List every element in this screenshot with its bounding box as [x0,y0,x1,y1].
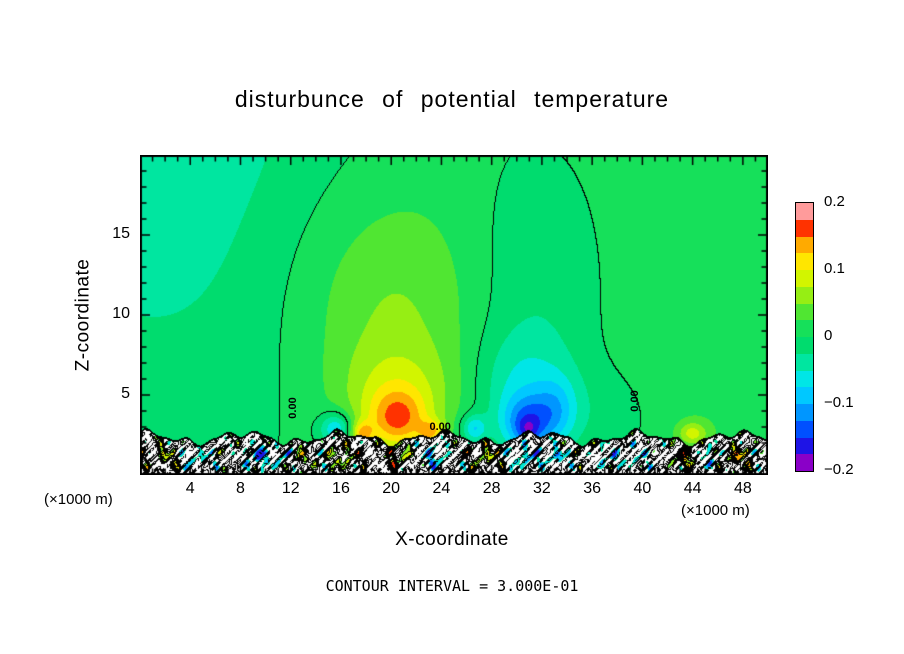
y-tick-label: 15 [112,225,130,242]
contour-plot-canvas [140,155,768,475]
zero-contour-label: 0.00 [287,397,300,419]
colorbar-band [796,219,813,237]
chart-title: disturbunce of potential temperature [234,86,670,112]
x-tick-label: 36 [583,480,602,497]
colorbar [795,202,814,472]
colorbar-band [796,387,813,404]
y-axis-label: Z-coordinate [72,258,94,372]
colorbar-band [796,454,813,471]
contour-interval-note: CONTOUR INTERVAL = 3.000E-01 [325,577,579,595]
colorbar-band [796,420,813,438]
colorbar-band [796,286,813,304]
x-tick-label: 48 [733,480,752,497]
colorbar-tick-label: −0.1 [824,394,854,411]
colorbar-tick-label: 0 [824,327,833,344]
colorbar-tick-label: 0.2 [824,193,845,210]
x-tick-label: 24 [432,480,451,497]
colorbar-band [796,337,813,354]
x-tick-label: 4 [185,480,195,497]
x-tick-label: 28 [482,480,501,497]
x-tick-label: 8 [236,480,245,497]
y-tick-label: 10 [112,305,130,322]
x-unit-label: (×1000 m) [681,502,750,519]
x-tick-label: 32 [533,480,551,497]
y-tick-label: 5 [121,385,130,402]
zero-contour-label: 0.00 [628,390,641,413]
colorbar-band [796,370,813,388]
y-unit-label: (×1000 m) [44,491,113,508]
x-axis-label: X-coordinate [395,529,509,550]
colorbar-band [796,236,813,254]
colorbar-tick-label: 0.1 [824,260,845,277]
colorbar-band [796,404,813,421]
x-tick-label: 44 [683,480,702,497]
colorbar-band [796,437,813,455]
colorbar-tick-label: −0.2 [824,461,854,478]
colorbar-band [796,353,813,371]
zero-contour-label: 0.00 [429,421,451,433]
x-tick-label: 16 [332,480,350,497]
colorbar-band [796,303,813,321]
colorbar-band [796,253,813,270]
x-tick-label: 20 [382,480,401,497]
colorbar-band [796,203,813,220]
colorbar-band [796,270,813,287]
colorbar-band [796,320,813,337]
x-tick-label: 40 [633,480,652,497]
x-tick-label: 12 [281,480,300,497]
